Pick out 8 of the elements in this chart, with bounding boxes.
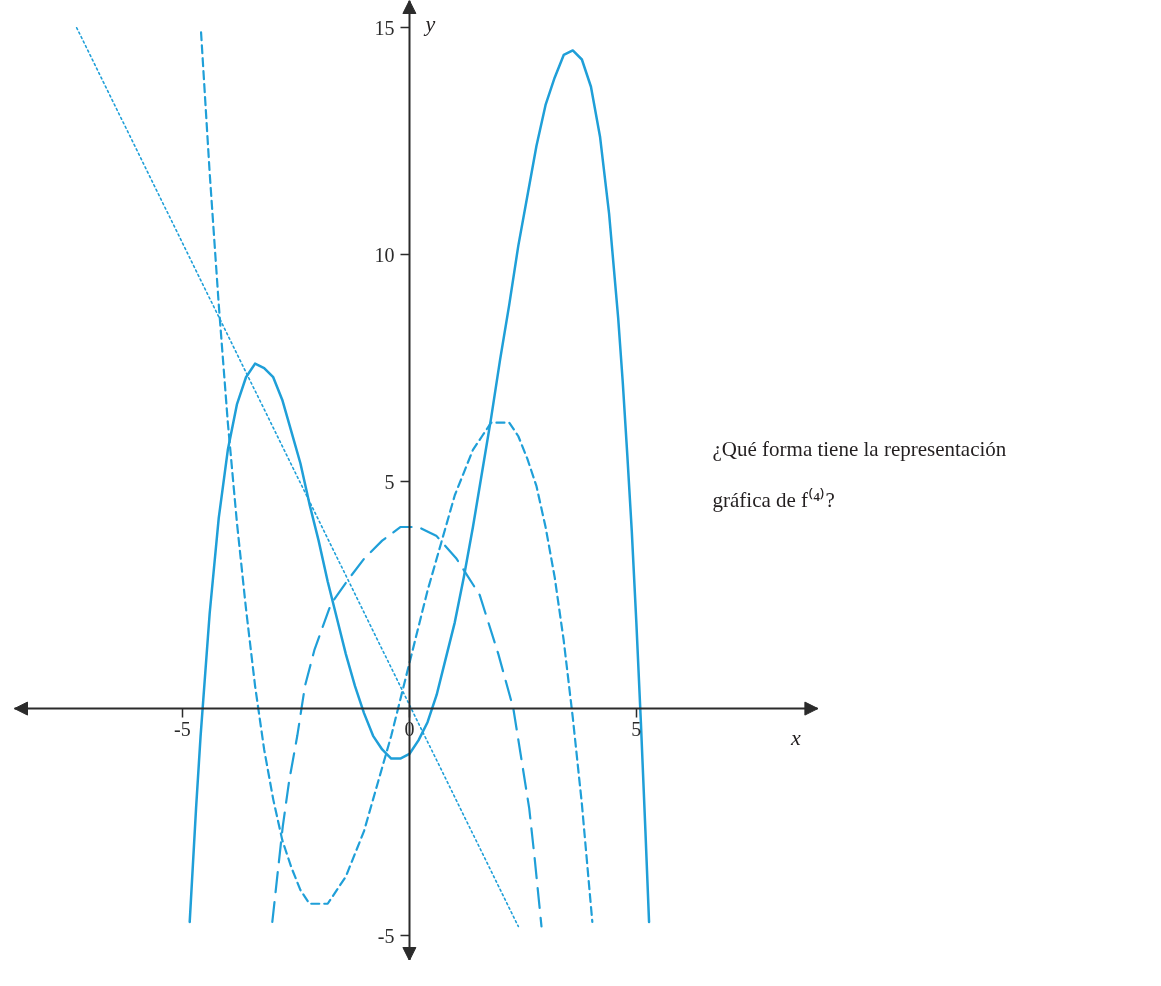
text: ¿Qué forma tiene la representación gráfica de f⁽⁴⁾? [712, 436, 1007, 512]
y-axis-title: y [423, 10, 436, 36]
y-tick-label: 5 [384, 470, 395, 493]
x-tick-label: -5 [174, 717, 191, 740]
y-tick-label: -5 [377, 924, 395, 947]
x-axis-title: x [790, 724, 802, 750]
y-tick-label: 10 [374, 243, 395, 266]
y-tick-label: 15 [374, 16, 395, 39]
